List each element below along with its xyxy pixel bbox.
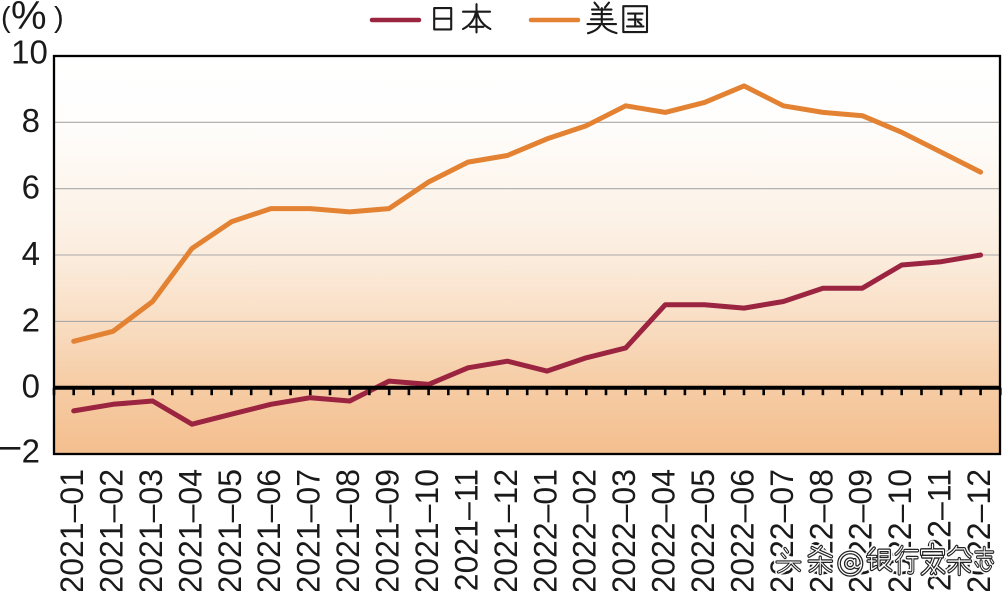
svg-text:4: 4 <box>22 235 40 272</box>
svg-text:2021–05: 2021–05 <box>212 469 248 591</box>
svg-text:2022–01: 2022–01 <box>527 469 563 591</box>
svg-text:%: % <box>11 0 47 38</box>
svg-text:2021–12: 2021–12 <box>488 469 524 591</box>
svg-text:0: 0 <box>22 368 40 405</box>
svg-text:2022–04: 2022–04 <box>646 469 682 591</box>
svg-text:10: 10 <box>11 33 48 70</box>
svg-text:2022–03: 2022–03 <box>606 469 642 591</box>
svg-text:6: 6 <box>22 169 40 206</box>
svg-text:2: 2 <box>22 432 40 469</box>
svg-text:2021–02: 2021–02 <box>94 469 130 591</box>
svg-text:2021–11: 2021–11 <box>448 469 484 591</box>
svg-text:2021–07: 2021–07 <box>291 469 327 591</box>
svg-text:2021–03: 2021–03 <box>133 469 169 591</box>
svg-text:2022–02: 2022–02 <box>567 469 603 591</box>
svg-text:2022–06: 2022–06 <box>724 469 760 591</box>
svg-text:2021–08: 2021–08 <box>330 469 366 591</box>
svg-text:2021–04: 2021–04 <box>172 469 208 591</box>
svg-text:8: 8 <box>22 102 40 139</box>
svg-text:2022–05: 2022–05 <box>685 469 721 591</box>
svg-text:2021–01: 2021–01 <box>54 469 90 591</box>
svg-text:(: ( <box>1 2 11 34</box>
svg-text:): ) <box>54 2 64 34</box>
svg-text:2: 2 <box>22 301 40 338</box>
svg-text:2021–10: 2021–10 <box>409 469 445 591</box>
svg-text:2021–09: 2021–09 <box>370 469 406 591</box>
svg-text:2021–06: 2021–06 <box>251 469 287 591</box>
